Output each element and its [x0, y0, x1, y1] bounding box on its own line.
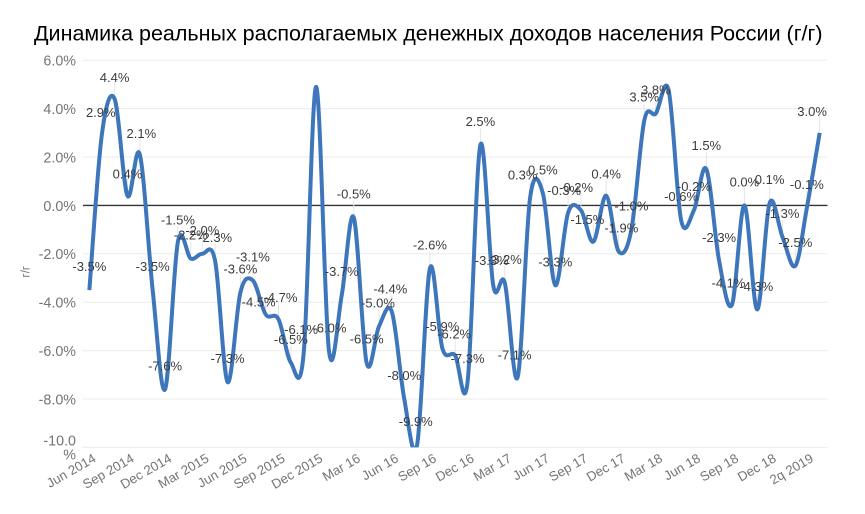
svg-text:-3.3%: -3.3%: [538, 254, 572, 269]
svg-text:-6.0%: -6.0%: [312, 321, 346, 336]
svg-text:0.4%: 0.4%: [113, 167, 143, 182]
svg-text:-1.5%: -1.5%: [570, 212, 604, 227]
svg-text:Динамика реальных располагаемы: Динамика реальных располагаемых денежных…: [34, 21, 823, 45]
svg-text:0.0%: 0.0%: [43, 199, 76, 215]
svg-text:-10.0: -10.0: [43, 433, 76, 449]
svg-text:-3.2%: -3.2%: [488, 252, 522, 267]
svg-text:-1.3%: -1.3%: [765, 206, 799, 221]
svg-text:0.5%: 0.5%: [528, 162, 558, 177]
svg-text:2.1%: 2.1%: [127, 126, 157, 141]
svg-text:-0.2%: -0.2%: [677, 179, 711, 194]
svg-text:%: %: [63, 447, 76, 463]
svg-text:-2.0%: -2.0%: [39, 247, 77, 263]
svg-text:-2.3%: -2.3%: [702, 230, 736, 245]
svg-text:0.3%: 0.3%: [508, 168, 538, 183]
svg-text:2.5%: 2.5%: [466, 114, 496, 129]
svg-text:-5.9%: -5.9%: [425, 319, 459, 334]
svg-text:-7.1%: -7.1%: [498, 348, 532, 363]
svg-text:-0.5%: -0.5%: [337, 187, 371, 202]
svg-text:-4.1%: -4.1%: [711, 276, 745, 291]
svg-text:-6.2%: -6.2%: [437, 326, 471, 341]
svg-text:-1.0%: -1.0%: [614, 199, 648, 214]
svg-text:-1.9%: -1.9%: [604, 220, 638, 235]
svg-text:-2.6%: -2.6%: [413, 237, 447, 252]
svg-text:-7.3%: -7.3%: [211, 351, 245, 366]
svg-text:-3.5%: -3.5%: [72, 259, 106, 274]
svg-text:4.0%: 4.0%: [43, 102, 76, 118]
svg-text:3.0%: 3.0%: [797, 104, 827, 119]
svg-text:-0.3%: -0.3%: [547, 183, 581, 198]
svg-text:-4.7%: -4.7%: [263, 290, 297, 305]
svg-text:4.4%: 4.4%: [100, 70, 130, 85]
svg-text:2.9%: 2.9%: [86, 105, 116, 120]
svg-text:-6.0%: -6.0%: [39, 344, 77, 360]
svg-text:г/г: г/г: [21, 266, 33, 278]
svg-text:3.8%: 3.8%: [641, 82, 671, 97]
svg-text:-3.3%: -3.3%: [475, 253, 509, 268]
svg-text:-3.1%: -3.1%: [236, 249, 270, 264]
svg-text:-3.7%: -3.7%: [325, 264, 359, 279]
svg-text:-2.3%: -2.3%: [198, 230, 232, 245]
svg-text:-6.5%: -6.5%: [350, 332, 384, 347]
svg-text:-8.0%: -8.0%: [387, 368, 421, 383]
svg-text:0.0%: 0.0%: [730, 174, 760, 189]
svg-text:-5.0%: -5.0%: [361, 295, 395, 310]
svg-text:0.1%: 0.1%: [755, 172, 785, 187]
svg-text:1.5%: 1.5%: [691, 138, 721, 153]
svg-text:-1.5%: -1.5%: [161, 213, 195, 228]
svg-text:-7.3%: -7.3%: [451, 351, 485, 366]
svg-text:-2.5%: -2.5%: [778, 235, 812, 250]
svg-text:-6.1%: -6.1%: [284, 322, 318, 337]
svg-text:6.0%: 6.0%: [43, 54, 76, 70]
svg-text:-0.6%: -0.6%: [664, 189, 698, 204]
svg-text:-8.0%: -8.0%: [39, 392, 77, 408]
svg-text:-3.5%: -3.5%: [136, 259, 170, 274]
svg-text:-2.2%: -2.2%: [174, 228, 208, 243]
svg-text:-3.6%: -3.6%: [223, 262, 257, 277]
svg-text:-9.9%: -9.9%: [399, 414, 433, 429]
svg-text:-0.1%: -0.1%: [790, 177, 824, 192]
svg-text:-4.4%: -4.4%: [373, 281, 407, 296]
svg-text:-4.0%: -4.0%: [39, 296, 77, 312]
svg-text:-7.6%: -7.6%: [148, 358, 182, 373]
svg-text:3.5%: 3.5%: [629, 90, 659, 105]
svg-text:-6.5%: -6.5%: [274, 332, 308, 347]
svg-text:2.0%: 2.0%: [43, 150, 76, 166]
svg-text:-0.2%: -0.2%: [559, 180, 593, 195]
svg-text:0.4%: 0.4%: [591, 167, 621, 182]
svg-text:-4.5%: -4.5%: [242, 294, 276, 309]
svg-text:-2.0%: -2.0%: [185, 223, 219, 238]
svg-text:-4.3%: -4.3%: [739, 279, 773, 294]
